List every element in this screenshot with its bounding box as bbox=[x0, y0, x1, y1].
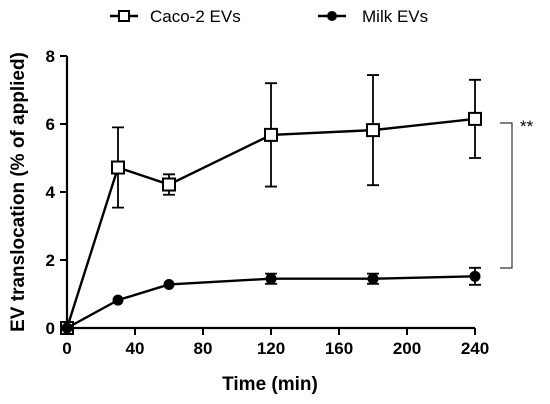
data-point bbox=[264, 127, 278, 142]
data-point bbox=[468, 111, 482, 126]
x-axis-title: Time (min) bbox=[222, 374, 318, 395]
significance-label: ** bbox=[520, 117, 534, 136]
data-point bbox=[111, 160, 125, 175]
y-tick-label: 4 bbox=[46, 183, 56, 202]
legend-item-milk: Milk EVs bbox=[318, 7, 428, 26]
x-tick-label: 120 bbox=[257, 339, 285, 358]
y-tick-label: 6 bbox=[46, 115, 55, 134]
data-point bbox=[366, 123, 380, 138]
y-tick-label: 2 bbox=[46, 251, 55, 270]
series-caco2 bbox=[60, 74, 482, 335]
x-tick-label: 240 bbox=[461, 339, 489, 358]
data-point bbox=[162, 177, 176, 192]
y-tick-label: 8 bbox=[46, 47, 55, 66]
data-point bbox=[469, 270, 481, 282]
x-tick-label: 200 bbox=[393, 339, 421, 358]
legend: Caco-2 EVs Milk EVs bbox=[110, 7, 428, 26]
y-axis-title: EV translocation (% of applied) bbox=[8, 52, 29, 332]
x-tick-label: 40 bbox=[126, 339, 145, 358]
data-point bbox=[61, 322, 73, 334]
data-point bbox=[265, 273, 277, 285]
series-line bbox=[65, 117, 476, 329]
legend-label-caco2: Caco-2 EVs bbox=[150, 7, 241, 26]
data-point bbox=[367, 273, 379, 285]
data-point bbox=[112, 294, 124, 306]
legend-label-milk: Milk EVs bbox=[362, 7, 428, 26]
data-point bbox=[163, 278, 175, 290]
legend-marker-caco2 bbox=[118, 10, 130, 22]
legend-item-caco2: Caco-2 EVs bbox=[110, 7, 241, 26]
x-tick-label: 80 bbox=[194, 339, 213, 358]
significance-annotation: ** bbox=[500, 117, 534, 269]
x-tick-label: 0 bbox=[62, 339, 71, 358]
legend-marker-milk bbox=[327, 11, 337, 21]
series-line bbox=[66, 275, 476, 330]
series-layer bbox=[60, 74, 482, 335]
series-milk bbox=[61, 266, 481, 334]
y-tick-label: 0 bbox=[46, 319, 55, 338]
significance-bracket bbox=[500, 122, 513, 269]
x-tick-label: 160 bbox=[325, 339, 353, 358]
